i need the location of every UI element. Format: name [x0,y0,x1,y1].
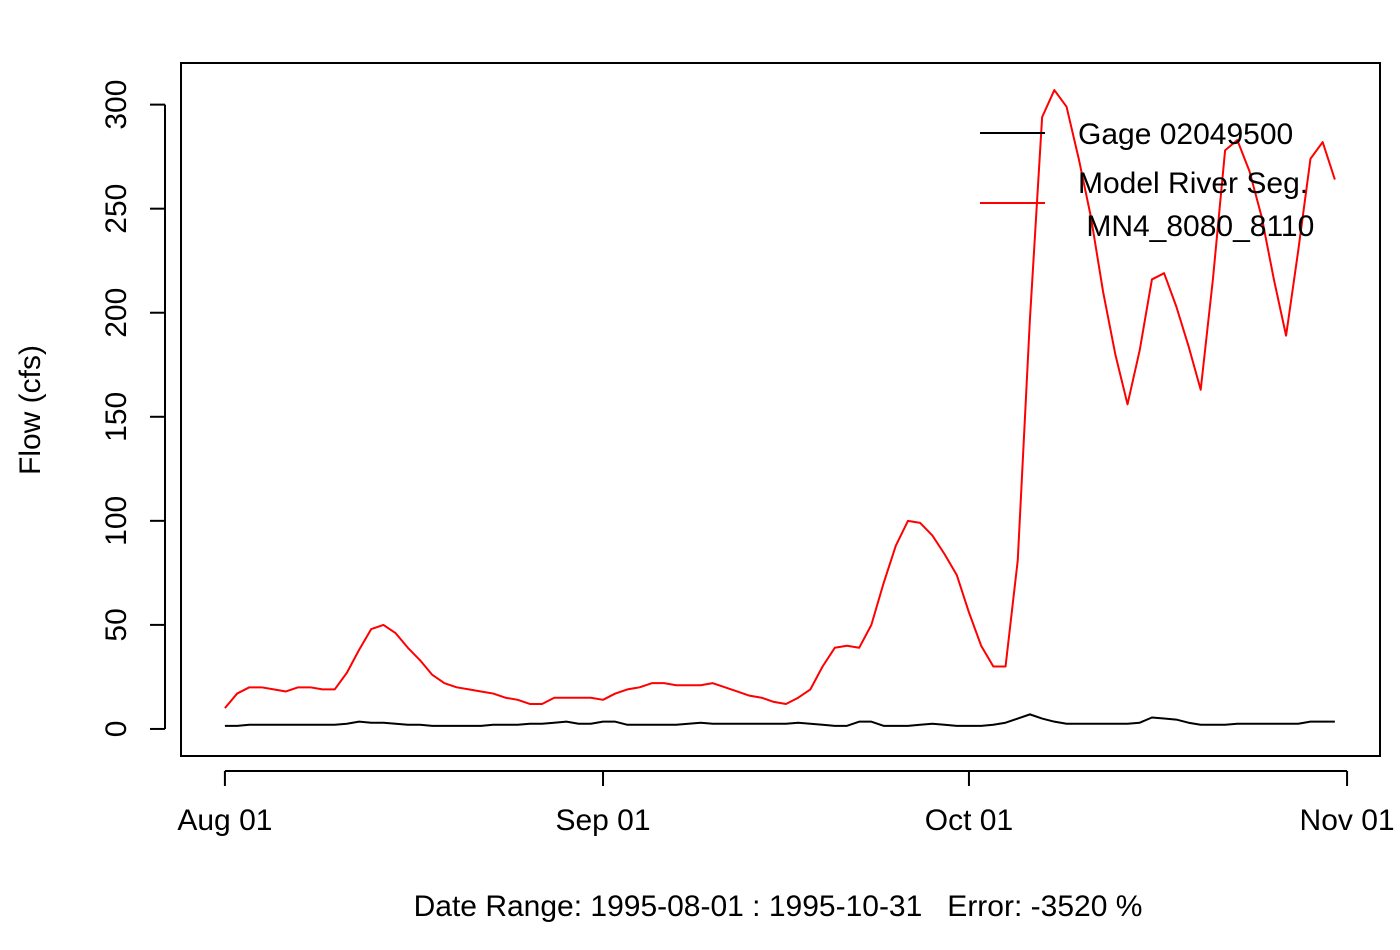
y-tick-label: 200 [100,288,133,338]
plot-box [180,62,1381,757]
data-line [224,89,1336,709]
y-tick-label: 300 [100,80,133,130]
x-tick-label: Sep 01 [555,804,650,837]
data-line [224,713,1335,727]
legend-label: Gage 02049500 [1078,118,1294,151]
x-tick-label: Nov 01 [1300,804,1395,837]
y-tick-label: 50 [100,608,133,641]
y-tick-label: 0 [100,721,133,738]
x-axis-label: Date Range: 1995-08-01 : 1995-10-31 Erro… [414,890,1143,923]
y-tick-label: 100 [100,496,133,546]
y-axis-label: Flow (cfs) [14,345,47,475]
y-tick-label: 150 [100,392,133,442]
x-tick-label: Aug 01 [177,804,272,837]
legend-label: Model River Seg. MN4_8080_8110 [1078,167,1315,243]
x-tick-label: Oct 01 [925,804,1013,837]
y-tick-label: 250 [100,184,133,234]
